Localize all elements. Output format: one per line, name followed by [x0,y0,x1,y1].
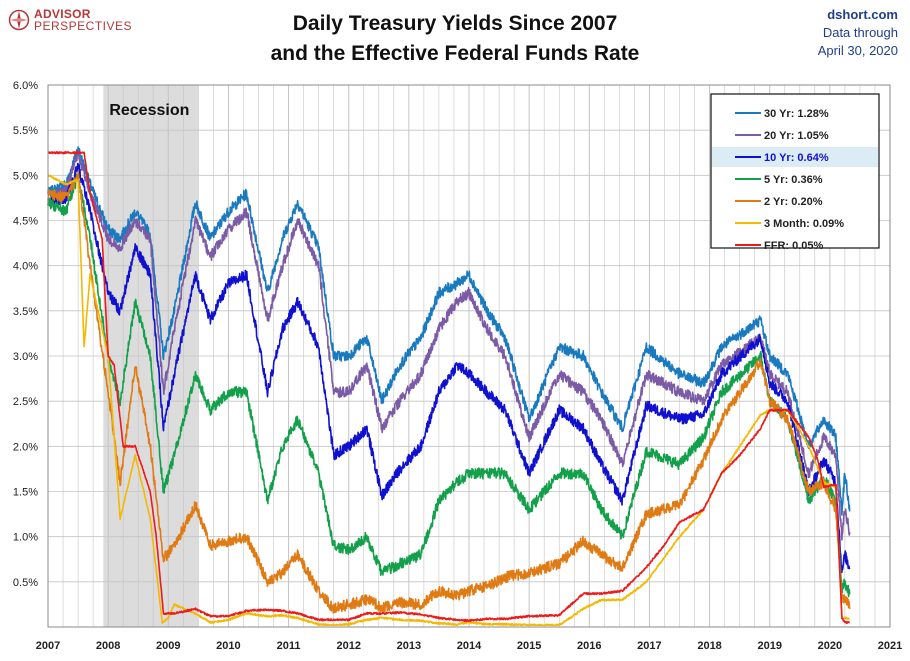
advisor-perspectives-logo: ADVISOR PERSPECTIVES [8,8,132,32]
y-tick-label: 4.5% [13,216,38,228]
x-tick-label: 2014 [457,640,482,652]
legend-entry: 3 Month: 0.09% [764,218,844,230]
y-tick-label: 1.5% [13,487,38,499]
x-tick-label: 2017 [637,640,661,652]
series-line [47,173,851,598]
x-tick-label: 2015 [517,640,541,652]
logo-line2: PERSPECTIVES [34,19,133,33]
y-tick-label: 3.0% [13,351,38,363]
y-tick-label: 5.0% [13,170,38,182]
x-tick-label: 2019 [757,640,781,652]
x-tick-label: 2021 [878,640,902,652]
y-tick-label: 2.0% [13,441,38,453]
x-tick-label: 2011 [277,640,301,652]
x-tick-label: 2018 [697,640,721,652]
legend-entry: 5 Yr: 0.36% [764,174,823,186]
series-line [47,146,851,516]
series-line [47,170,851,614]
x-tick-label: 2009 [156,640,180,652]
legend-entry: 2 Yr: 0.20% [764,196,823,208]
source-site: dshort.com [827,7,898,22]
compass-logo-icon [8,9,30,31]
series-line [47,149,851,541]
x-tick-label: 2012 [336,640,360,652]
chart-title-line2: and the Effective Federal Funds Rate [270,42,640,65]
chart-title-line1: Daily Treasury Yields Since 2007 [292,12,618,35]
legend-entry: 30 Yr: 1.28% [764,108,829,120]
logo-line1: ADVISOR [34,7,91,21]
series-line [47,151,851,625]
y-tick-label: 6.0% [13,80,38,92]
x-tick-label: 2020 [818,640,842,652]
y-tick-label: 4.0% [13,261,38,273]
legend-highlight [712,147,878,167]
legend-entry: 20 Yr: 1.05% [764,130,829,142]
y-tick-label: 3.5% [13,306,38,318]
source-data-through: Data through [822,25,898,40]
x-tick-label: 2008 [96,640,120,652]
legend-entry: 10 Yr: 0.64% [764,152,829,164]
series-line [47,162,851,573]
x-tick-label: 2016 [577,640,601,652]
y-tick-label: 2.5% [13,396,38,408]
y-tick-label: 1.0% [13,532,38,544]
y-tick-label: 5.5% [13,125,38,137]
legend-entry: FFR: 0.05% [764,240,824,252]
source-date: April 30, 2020 [817,43,898,58]
x-tick-label: 2010 [216,640,240,652]
y-tick-label: 0.5% [13,577,38,589]
x-tick-label: 2007 [36,640,60,652]
plot-frame [47,84,891,628]
x-tick-label: 2013 [397,640,421,652]
recession-label: Recession [109,102,189,119]
